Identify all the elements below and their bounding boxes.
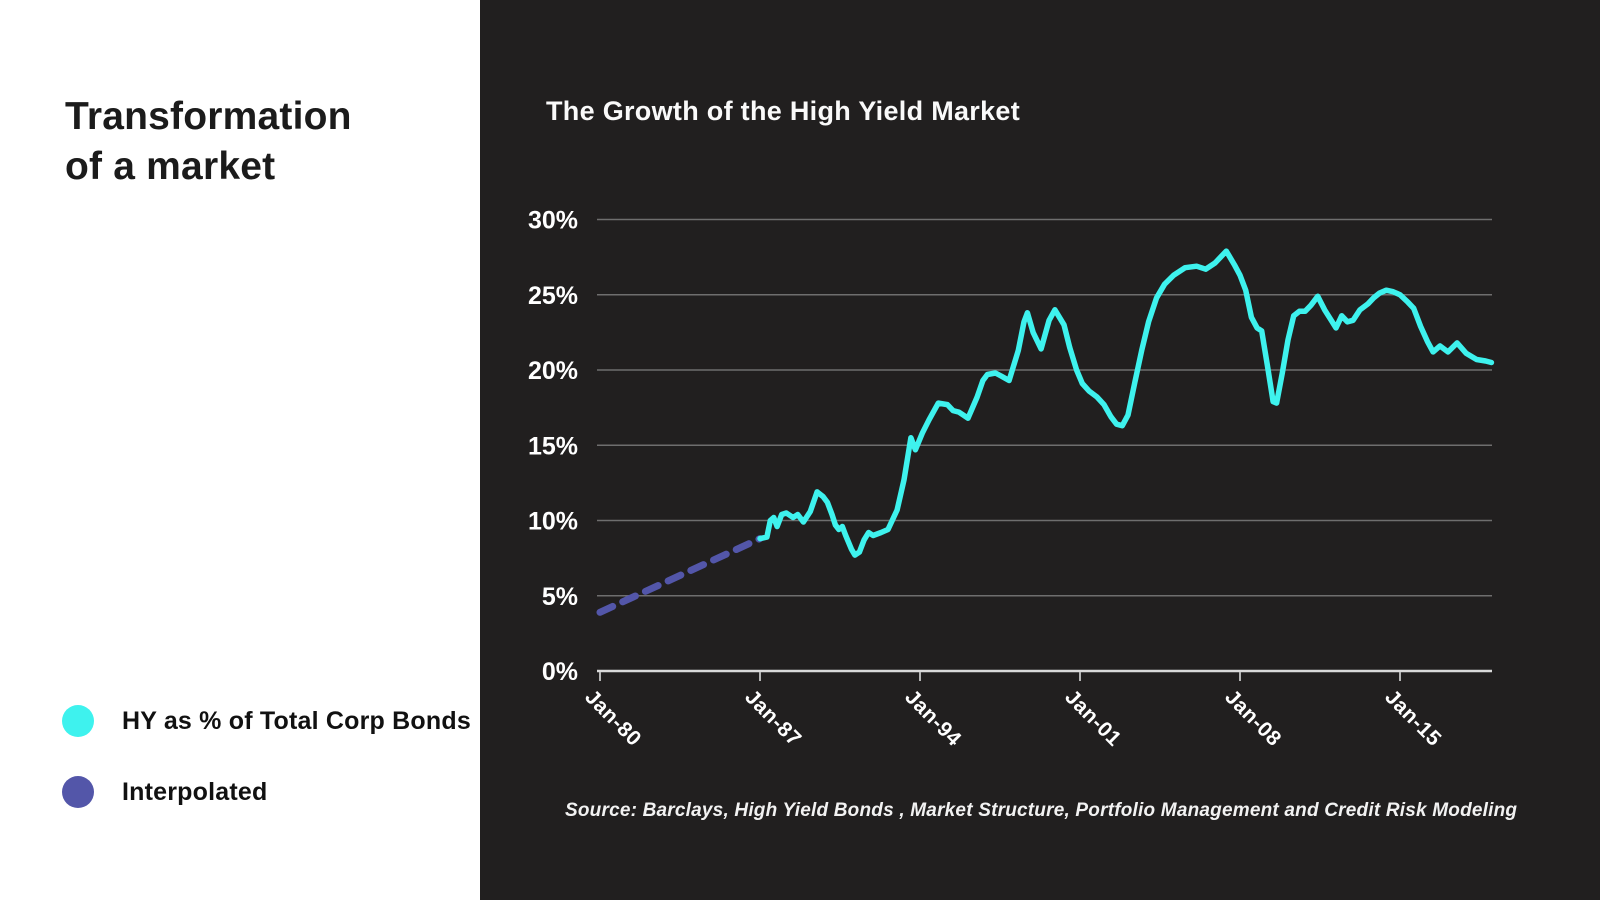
x-axis-tick-label: Jan-94 — [900, 685, 965, 750]
interpolated-line — [596, 535, 764, 616]
x-axis-tick-label: Jan-08 — [1220, 685, 1285, 750]
source-note: Source: Barclays, High Yield Bonds , Mar… — [565, 800, 1518, 821]
legend-label-hy: HY as % of Total Corp Bonds — [122, 706, 471, 735]
chart-title: The Growth of the High Yield Market — [546, 96, 1021, 126]
x-axis-tick-label: Jan-87 — [740, 685, 805, 750]
y-axis-tick-label: 25% — [528, 282, 578, 310]
hy-legend-dot-icon — [62, 705, 94, 737]
interpolated-legend-dot-icon — [62, 776, 94, 808]
legend-label-interpolated: Interpolated — [122, 777, 268, 806]
x-axis-tick-label: Jan-01 — [1060, 685, 1125, 750]
y-axis-tick-label: 5% — [542, 583, 578, 611]
x-axis-tick-label: Jan-80 — [580, 685, 645, 750]
y-axis-tick-label: 0% — [542, 658, 578, 686]
slide-title-line2: of a market — [65, 144, 276, 188]
y-axis-tick-label: 15% — [528, 432, 578, 460]
left-panel: Transformation of a market HY as % of To… — [0, 0, 480, 900]
legend-item-interpolated: Interpolated — [62, 776, 267, 808]
x-axis-tick-label: Jan-15 — [1380, 685, 1445, 750]
slide-title-line1: Transformation — [65, 95, 352, 138]
y-axis-tick-label: 10% — [528, 508, 578, 536]
legend-item-hy: HY as % of Total Corp Bonds — [62, 705, 471, 737]
slide-title: Transformation of a market — [65, 92, 352, 192]
hy-percentage-line — [757, 248, 1495, 558]
y-axis-tick-label: 30% — [528, 207, 578, 235]
y-axis-tick-label: 20% — [528, 357, 578, 385]
